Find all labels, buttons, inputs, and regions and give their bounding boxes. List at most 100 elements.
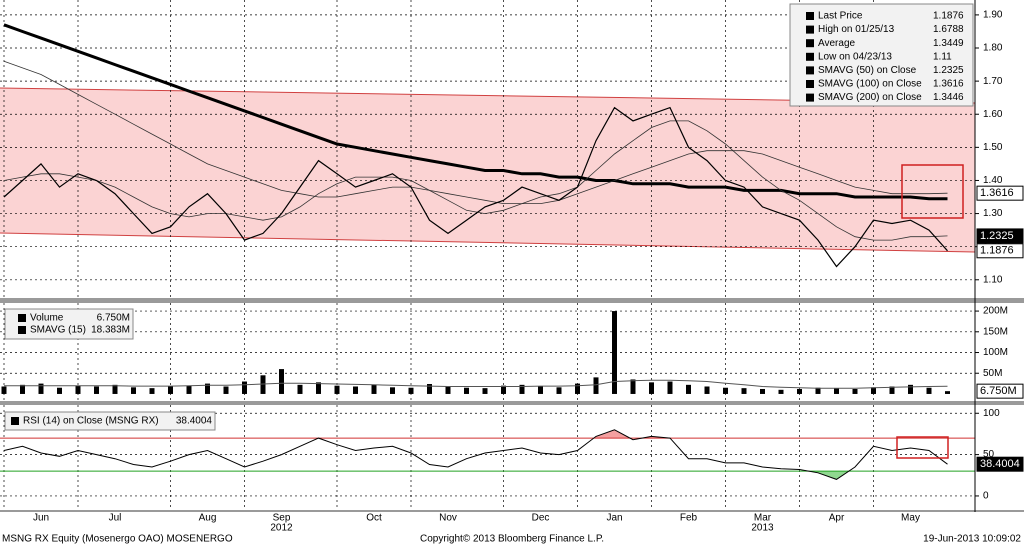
volume-bar (908, 384, 913, 394)
volume-bar (464, 387, 469, 394)
legend-label: SMAVG (15) (30, 325, 86, 336)
legend-label: Last Price (818, 11, 863, 22)
value-tag-text: 1.2325 (980, 230, 1014, 242)
y-tick-label: 150M (983, 326, 1008, 337)
legend-box (4, 411, 216, 431)
legend-label: SMAVG (50) on Close (818, 65, 917, 76)
volume-bar (593, 377, 599, 394)
value-tag-text: 1.3616 (980, 187, 1014, 199)
rsi-fill (593, 429, 670, 439)
legend-swatch (806, 66, 814, 75)
volume-bar (889, 386, 895, 394)
y-tick-label: 1.10 (983, 274, 1003, 285)
y-tick-label: 1.50 (983, 142, 1003, 153)
volume-bar (149, 388, 155, 394)
volume-bar (926, 387, 932, 394)
price-line (3, 60, 948, 204)
legend-value: 6.750M (97, 313, 130, 324)
legend-value: 1.2325 (933, 65, 964, 76)
legend-swatch (806, 12, 814, 20)
x-tick-label: May (901, 513, 920, 524)
volume-bar (371, 384, 377, 394)
y-tick-label: 1.60 (983, 109, 1003, 120)
volume-bar (834, 388, 839, 394)
volume-bar (297, 384, 303, 394)
volume-bar (871, 387, 876, 394)
legend-value: 1.11 (933, 51, 952, 62)
footer-right: 19-Jun-2013 10:09:02 (923, 534, 1021, 545)
footer-left: MSNG RX Equity (Mosenergo OAO) MOSENERGO (2, 534, 233, 545)
legend-swatch (806, 80, 814, 88)
panel-divider (0, 298, 1024, 303)
volume-bar (741, 388, 747, 394)
volume-bar (427, 384, 432, 394)
y-tick-label: 1.40 (983, 175, 1003, 186)
legend-value: 1.3616 (933, 79, 964, 90)
volume-bar (390, 387, 395, 394)
volume-bar (575, 383, 580, 394)
legend-swatch (806, 25, 814, 34)
volume-bar (945, 391, 950, 394)
value-tag-text: 6.750M (980, 385, 1017, 397)
volume-bar (815, 387, 821, 394)
volume-bar (723, 387, 728, 394)
volume-bar (852, 388, 858, 394)
volume-bar (112, 384, 118, 394)
channel-bottom (0, 232, 976, 253)
volume-bar (760, 388, 765, 394)
legend-swatch (18, 314, 26, 322)
value-tag (976, 456, 1024, 472)
volume-bar (205, 383, 210, 394)
legend-box (4, 308, 134, 340)
volume-bar (501, 385, 506, 394)
legend-swatch (11, 417, 19, 425)
volume-bar (556, 387, 562, 394)
x-tick-label: Mar (754, 513, 772, 524)
price-line (3, 106, 948, 268)
volume-bar (20, 384, 25, 394)
volume-bar (316, 382, 321, 394)
volume-bar (279, 369, 284, 394)
legend-box (789, 3, 974, 107)
y-tick-label: 100 (983, 408, 1000, 419)
y-tick-label: 1.30 (983, 208, 1003, 219)
year-label: 2013 (751, 523, 774, 534)
volume-bar (353, 386, 358, 394)
y-tick-label: 50 (983, 449, 995, 460)
x-tick-label: Nov (439, 513, 457, 524)
value-tag (976, 185, 1024, 201)
legend-label: RSI (14) on Close (MSNG RX) (23, 416, 159, 427)
value-tag-text: 1.1876 (980, 245, 1014, 257)
x-tick-label: Jun (33, 513, 49, 524)
legend-label: SMAVG (100) on Close (818, 79, 922, 90)
legend-label: SMAVG (200) on Close (818, 92, 922, 103)
legend-swatch (806, 93, 814, 102)
volume-bar (57, 387, 62, 394)
volume-bar (168, 386, 173, 394)
volume-bar (630, 379, 636, 394)
volume-bar (186, 385, 192, 394)
value-tag (976, 243, 1024, 259)
legend-swatch (806, 52, 814, 61)
y-tick-label: 1.80 (983, 43, 1003, 54)
legend-label: Volume (30, 313, 64, 324)
y-tick-label: 1.90 (983, 10, 1003, 21)
value-tag-text: 38.4004 (980, 458, 1020, 470)
volume-bar (797, 388, 802, 394)
volume-average (4, 379, 948, 389)
volume-bar (667, 381, 673, 394)
x-tick-label: Oct (366, 513, 382, 524)
volume-bar (408, 387, 414, 394)
legend-label: Average (818, 38, 856, 49)
highlight-box (901, 164, 964, 219)
x-tick-label: Jan (606, 513, 622, 524)
x-tick-label: Sep (273, 513, 291, 524)
volume-bar (612, 311, 617, 394)
value-tag (976, 228, 1024, 244)
legend-value: 1.3446 (933, 92, 964, 103)
volume-bar (242, 381, 247, 394)
volume-bar (649, 382, 654, 394)
volume-bar (223, 386, 229, 394)
volume-bar (519, 384, 525, 394)
